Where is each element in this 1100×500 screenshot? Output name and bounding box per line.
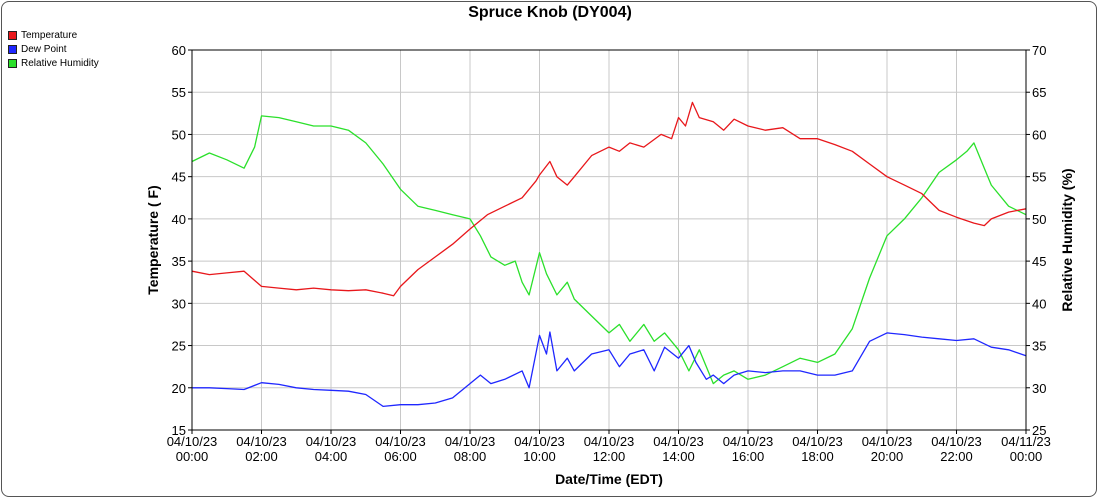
y-right-tick-label: 65 (1032, 85, 1046, 100)
legend-item-dew-point: Dew Point (8, 42, 99, 56)
legend-item-temperature: Temperature (8, 28, 99, 42)
series-line-relative-humidity (191, 115, 1027, 385)
x-tick-time: 08:00 (454, 449, 487, 464)
grid (191, 49, 1027, 431)
y-right-tick-label: 40 (1032, 296, 1046, 311)
y-right-tick-label: 50 (1032, 212, 1046, 227)
y-left-tick-label: 45 (172, 170, 186, 185)
series-line-dew-point (192, 331, 1027, 408)
y-left-tick-label: 30 (172, 296, 186, 311)
y-left-tick-label: 25 (172, 339, 186, 354)
y-left-tick-label: 15 (172, 423, 186, 438)
x-tick-time: 04:00 (315, 449, 348, 464)
x-tick-time: 00:00 (1010, 449, 1043, 464)
legend-label-dew-point: Dew Point (21, 43, 67, 55)
y-right-tick-label: 55 (1032, 170, 1046, 185)
x-tick-time: 06:00 (384, 449, 417, 464)
y-left-tick-label: 55 (172, 85, 186, 100)
y-axis-right-ticks: 25 30 35 40 45 50 55 60 65 70 (1026, 43, 1046, 438)
x-tick-time: 00:00 (176, 449, 209, 464)
chart-title: Spruce Knob (DY004) (468, 4, 632, 21)
y-right-tick-label: 45 (1032, 254, 1046, 269)
x-axis-ticks: 04/10/2300:0004/10/2302:0004/10/2304:000… (167, 430, 1051, 464)
x-tick-time: 14:00 (662, 449, 695, 464)
y-right-tick-label: 30 (1032, 381, 1046, 396)
x-tick-date: 04/10/23 (723, 434, 774, 449)
x-tick-date: 04/10/23 (445, 434, 496, 449)
x-tick-date: 04/10/23 (514, 434, 565, 449)
x-tick-time: 02:00 (245, 449, 278, 464)
x-tick-date: 04/11/23 (1001, 434, 1051, 449)
y-axis-left-ticks: 15 20 25 30 35 40 45 50 55 60 (172, 43, 192, 438)
legend-label-relative-humidity: Relative Humidity (21, 57, 99, 69)
x-tick-date: 04/10/23 (167, 434, 218, 449)
x-tick-date: 04/10/23 (584, 434, 635, 449)
y-right-tick-label: 25 (1032, 423, 1046, 438)
x-tick-date: 04/10/23 (236, 434, 287, 449)
y-axis-right-label: Relative Humidity (%) (1059, 168, 1075, 311)
x-tick-time: 16:00 (732, 449, 765, 464)
x-tick-date: 04/10/23 (306, 434, 357, 449)
series-line-temperature (191, 101, 1027, 297)
legend-label-temperature: Temperature (21, 29, 78, 41)
x-tick-time: 20:00 (871, 449, 904, 464)
legend-item-relative-humidity: Relative Humidity (8, 56, 99, 70)
y-right-tick-label: 70 (1032, 43, 1046, 58)
y-left-tick-label: 35 (172, 254, 186, 269)
x-tick-time: 18:00 (801, 449, 834, 464)
y-left-tick-label: 20 (172, 381, 186, 396)
legend-swatch-dew-point (8, 44, 17, 54)
y-right-tick-label: 60 (1032, 127, 1046, 142)
x-tick-date: 04/10/23 (792, 434, 843, 449)
legend-swatch-relative-humidity (8, 58, 17, 68)
y-left-tick-label: 40 (172, 212, 186, 227)
series-lines (191, 101, 1027, 408)
x-tick-date: 04/10/23 (862, 434, 913, 449)
y-left-tick-label: 50 (172, 127, 186, 142)
x-tick-time: 10:00 (523, 449, 556, 464)
y-axis-left-label: Temperature ( F) (145, 185, 161, 294)
x-axis-label: Date/Time (EDT) (555, 471, 663, 487)
x-tick-date: 04/10/23 (375, 434, 426, 449)
y-left-tick-label: 60 (172, 43, 186, 58)
x-tick-date: 04/10/23 (931, 434, 982, 449)
legend: Temperature Dew Point Relative Humidity (8, 28, 99, 70)
legend-swatch-temperature (8, 30, 17, 40)
x-tick-time: 22:00 (940, 449, 973, 464)
y-right-tick-label: 35 (1032, 339, 1046, 354)
x-tick-date: 04/10/23 (653, 434, 704, 449)
x-tick-time: 12:00 (593, 449, 626, 464)
